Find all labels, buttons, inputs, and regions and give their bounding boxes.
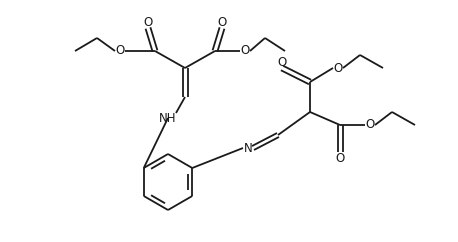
Text: O: O xyxy=(335,151,344,165)
Text: O: O xyxy=(278,55,287,68)
Text: O: O xyxy=(115,45,125,58)
Text: NH: NH xyxy=(159,112,177,124)
Text: O: O xyxy=(218,15,227,29)
Text: O: O xyxy=(333,61,343,75)
Text: N: N xyxy=(244,142,252,154)
Text: O: O xyxy=(240,45,250,58)
Text: O: O xyxy=(365,119,375,131)
Text: O: O xyxy=(143,15,153,29)
